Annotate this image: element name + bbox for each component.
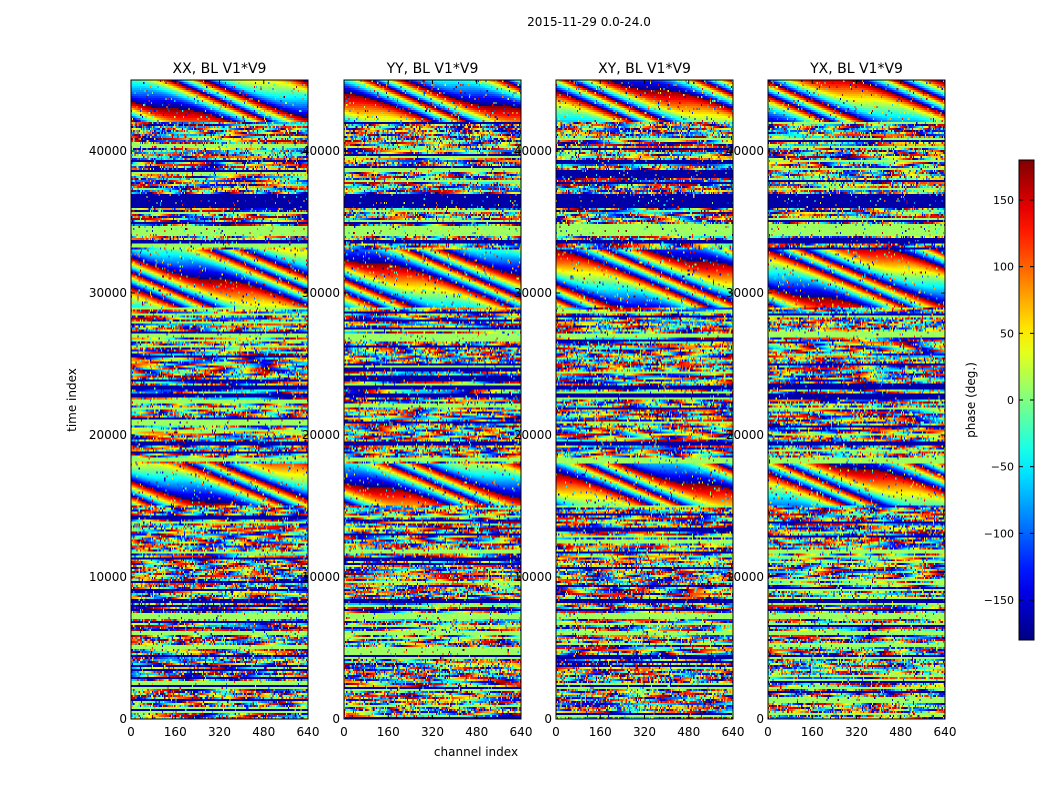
colorbar-label: phase (deg.) xyxy=(964,362,978,438)
x-tick-label: 640 xyxy=(934,725,957,739)
colorbar-tick-label: −150 xyxy=(984,594,1014,607)
y-tick-label: 10000 xyxy=(302,570,340,584)
y-tick-label: 30000 xyxy=(514,286,552,300)
x-tick-label: 0 xyxy=(127,725,135,739)
colorbar: −150 −100 −50 0 50 100 150 phase (deg.) xyxy=(964,159,1035,641)
y-tick-label: 40000 xyxy=(89,144,127,158)
x-axis-label: channel index xyxy=(434,745,518,759)
y-tick-label: 30000 xyxy=(726,286,764,300)
x-tick-label: 480 xyxy=(465,725,488,739)
y-tick-label: 40000 xyxy=(302,144,340,158)
y-tick-label: 10000 xyxy=(514,570,552,584)
panel-title: YY, BL V1*V9 xyxy=(386,61,479,77)
x-tick-label: 160 xyxy=(164,725,187,739)
colorbar-tick-label: −100 xyxy=(984,527,1014,540)
x-tick-label: 0 xyxy=(552,725,560,739)
panel-3: XY, BL V1*V9 0 160 320 480 640 0 10000 20000 3000… xyxy=(514,61,745,739)
colorbar-tick-label: 150 xyxy=(993,194,1014,207)
x-tick-label: 0 xyxy=(764,725,772,739)
x-tick-label: 480 xyxy=(252,725,275,739)
x-tick-label: 0 xyxy=(340,725,348,739)
figure-suptitle: 2015-11-29 0.0-24.0 xyxy=(527,15,651,29)
x-tick-label: 480 xyxy=(677,725,700,739)
y-tick-label: 20000 xyxy=(514,428,552,442)
colorbar-tick-label: 100 xyxy=(993,261,1014,274)
y-tick-label: 20000 xyxy=(726,428,764,442)
panel-1: XX, BL V1*V9 0 160 320 480 640 0 10000 20000 3000… xyxy=(89,61,320,739)
y-tick-label: 0 xyxy=(332,712,340,726)
y-tick-label: 0 xyxy=(119,712,127,726)
x-tick-label: 320 xyxy=(633,725,656,739)
phase-heatmap-image xyxy=(344,80,521,719)
x-tick-label: 160 xyxy=(377,725,400,739)
y-tick-label: 10000 xyxy=(89,570,127,584)
colorbar-tick-label: 50 xyxy=(1000,327,1014,340)
y-tick-label: 40000 xyxy=(726,144,764,158)
x-tick-label: 480 xyxy=(889,725,912,739)
y-tick-label: 10000 xyxy=(726,570,764,584)
x-tick-label: 640 xyxy=(510,725,533,739)
panel-title: YX, BL V1*V9 xyxy=(809,61,903,77)
x-tick-label: 160 xyxy=(589,725,612,739)
y-tick-label: 20000 xyxy=(89,428,127,442)
panels: XX, BL V1*V9 0 160 320 480 640 0 10000 20000 3000… xyxy=(89,61,957,739)
x-tick-label: 320 xyxy=(208,725,231,739)
axis-labels: channel index time index xyxy=(65,368,518,759)
y-axis-label: time index xyxy=(65,368,79,432)
phase-heatmap-image xyxy=(768,80,945,719)
y-tick-label: 0 xyxy=(756,712,764,726)
y-tick-label: 0 xyxy=(544,712,552,726)
x-tick-label: 160 xyxy=(801,725,824,739)
x-tick-label: 640 xyxy=(722,725,745,739)
y-tick-label: 30000 xyxy=(302,286,340,300)
x-tick-label: 320 xyxy=(845,725,868,739)
phase-heatmap-image xyxy=(131,80,308,719)
colorbar-tick-label: −50 xyxy=(991,461,1014,474)
panel-4: YX, BL V1*V9 0 160 320 480 640 0 10000 20000 3000… xyxy=(726,61,957,739)
y-tick-label: 40000 xyxy=(514,144,552,158)
panel-2: YY, BL V1*V9 0 160 320 480 640 0 10000 20000 3000… xyxy=(302,61,533,739)
y-tick-label: 30000 xyxy=(89,286,127,300)
phase-heatmap-image xyxy=(556,80,733,719)
x-tick-label: 320 xyxy=(421,725,444,739)
panel-title: XX, BL V1*V9 xyxy=(173,61,267,77)
colorbar-tick-label: 0 xyxy=(1007,394,1014,407)
panel-title: XY, BL V1*V9 xyxy=(598,61,691,77)
x-tick-label: 640 xyxy=(297,725,320,739)
y-tick-label: 20000 xyxy=(302,428,340,442)
